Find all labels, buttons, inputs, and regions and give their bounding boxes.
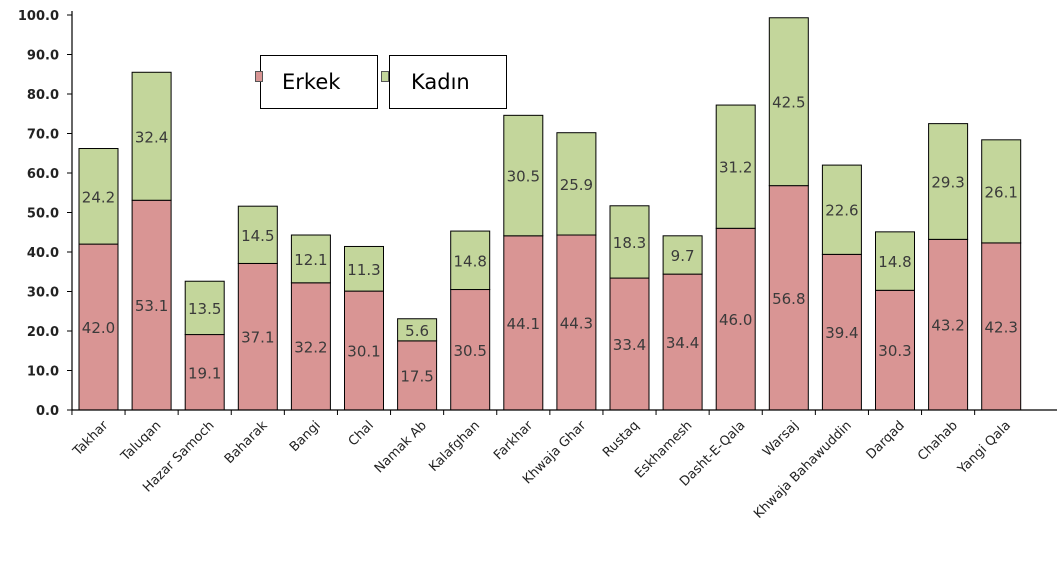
data-label-kad-n-kalafghan: 14.8 bbox=[453, 252, 486, 270]
y-tick-label: 10.0 bbox=[27, 365, 59, 380]
data-label-kad-n-eskhamesh: 9.7 bbox=[671, 247, 695, 265]
data-label-kad-n-warsaj: 42.5 bbox=[772, 94, 805, 112]
data-label-kad-n-farkhar: 30.5 bbox=[507, 168, 540, 186]
bar-kad-n-baharak bbox=[237, 205, 278, 264]
bar-kad-n-yangi-qala bbox=[981, 139, 1022, 244]
data-label-kad-n-bangi: 12.1 bbox=[294, 251, 327, 269]
data-label-kad-n-khwaja-ghar: 25.9 bbox=[560, 176, 593, 194]
x-tick-label-chahab: Chahab bbox=[915, 418, 961, 464]
data-label-erkek-hazar-samoch: 19.1 bbox=[188, 364, 221, 382]
data-label-erkek-dasht-e-qala: 46.0 bbox=[719, 311, 752, 329]
data-label-erkek-yangi-qala: 42.3 bbox=[984, 318, 1017, 336]
bar-kad-n-warsaj bbox=[768, 17, 809, 187]
data-label-kad-n-dasht-e-qala: 31.2 bbox=[719, 159, 752, 177]
data-label-erkek-farkhar: 44.1 bbox=[507, 315, 540, 333]
bar-erkek-namak-ab bbox=[397, 340, 438, 411]
legend-item-kadin-box bbox=[389, 55, 507, 109]
bar-erkek-hazar-samoch bbox=[184, 334, 225, 411]
data-label-kad-n-chal: 11.3 bbox=[347, 261, 380, 279]
bar-kad-n-khwaja-bahawuddin bbox=[821, 164, 862, 255]
data-label-kad-n-namak-ab: 5.6 bbox=[405, 322, 429, 340]
data-label-erkek-taluqan: 53.1 bbox=[135, 297, 168, 315]
data-label-kad-n-hazar-samoch: 13.5 bbox=[188, 300, 221, 318]
legend-swatch-erkek bbox=[255, 71, 263, 82]
x-tick-label-khwaja-bahawuddin: Khwaja Bahawuddin bbox=[751, 418, 855, 522]
x-tick-label-baharak: Baharak bbox=[222, 418, 271, 467]
data-label-erkek-khwaja-bahawuddin: 39.4 bbox=[825, 324, 858, 342]
data-label-kad-n-rustaq: 18.3 bbox=[613, 234, 646, 252]
y-tick-label: 40.0 bbox=[27, 246, 59, 261]
data-label-kad-n-yangi-qala: 26.1 bbox=[984, 183, 1017, 201]
y-tick-label: 90.0 bbox=[27, 49, 59, 64]
bar-erkek-takhar bbox=[78, 243, 119, 411]
data-label-erkek-rustaq: 33.4 bbox=[613, 336, 646, 354]
data-label-kad-n-takhar: 24.2 bbox=[82, 188, 115, 206]
bar-kad-n-bangi bbox=[290, 234, 331, 284]
x-tick-label-bangi: Bangi bbox=[287, 418, 324, 455]
data-label-erkek-darqad: 30.3 bbox=[878, 342, 911, 360]
data-label-erkek-bangi: 32.2 bbox=[294, 338, 327, 356]
x-tick-label-farkhar: Farkhar bbox=[491, 418, 536, 463]
data-label-kad-n-khwaja-bahawuddin: 22.6 bbox=[825, 202, 858, 220]
bar-kad-n-hazar-samoch bbox=[184, 280, 225, 336]
bar-kad-n-darqad bbox=[875, 231, 915, 291]
x-tick-label-yangi-qala: Yangi Qala bbox=[955, 418, 1014, 477]
bar-kad-n-namak-ab bbox=[397, 318, 438, 342]
data-label-kad-n-chahab: 29.3 bbox=[931, 173, 964, 191]
x-tick-label-taluqan: Taluqan bbox=[118, 418, 165, 465]
data-label-erkek-namak-ab: 17.5 bbox=[400, 367, 433, 385]
x-tick-label-darqad: Darqad bbox=[864, 418, 908, 462]
data-label-erkek-kalafghan: 30.5 bbox=[453, 342, 486, 360]
y-tick-label: 0.0 bbox=[36, 404, 59, 419]
x-tick-label-rustaq: Rustaq bbox=[600, 418, 642, 460]
bar-kad-n-farkhar bbox=[503, 114, 544, 237]
legend-item-erkek-box bbox=[260, 55, 378, 109]
bar-kad-n-chal bbox=[344, 245, 384, 292]
x-tick-label-kalafghan: Kalafghan bbox=[426, 418, 483, 475]
y-tick-label: 50.0 bbox=[27, 207, 59, 222]
y-tick-label: 20.0 bbox=[27, 325, 59, 340]
y-tick-label: 30.0 bbox=[27, 286, 59, 301]
bar-kad-n-khwaja-ghar bbox=[556, 132, 597, 236]
data-label-kad-n-taluqan: 32.4 bbox=[135, 128, 168, 146]
data-label-kad-n-baharak: 14.5 bbox=[241, 227, 274, 245]
bar-erkek-khwaja-ghar bbox=[556, 234, 597, 411]
y-tick-label: 70.0 bbox=[27, 128, 59, 143]
data-label-erkek-warsaj: 56.8 bbox=[772, 290, 805, 308]
data-label-kad-n-darqad: 14.8 bbox=[878, 253, 911, 271]
x-tick-label-takhar: Takhar bbox=[70, 418, 112, 460]
data-label-erkek-khwaja-ghar: 44.3 bbox=[560, 315, 593, 333]
x-tick-label-chal: Chal bbox=[346, 418, 377, 449]
data-label-erkek-chahab: 43.2 bbox=[931, 317, 964, 335]
x-tick-label-warsaj: Warsaj bbox=[760, 418, 801, 459]
bar-erkek-chal bbox=[344, 290, 384, 411]
bar-kad-n-kalafghan bbox=[450, 230, 491, 291]
bar-kad-n-dasht-e-qala bbox=[715, 104, 756, 229]
y-tick-label: 80.0 bbox=[27, 88, 59, 103]
data-label-erkek-chal: 30.1 bbox=[347, 343, 380, 361]
legend-label-erkek: Erkek bbox=[282, 70, 341, 94]
bar-kad-n-eskhamesh bbox=[662, 235, 703, 275]
data-label-erkek-baharak: 37.1 bbox=[241, 329, 274, 347]
bar-erkek-farkhar bbox=[503, 235, 544, 411]
bar-kad-n-rustaq bbox=[609, 205, 650, 279]
data-label-erkek-takhar: 42.0 bbox=[82, 319, 115, 337]
legend-label-kadin: Kadın bbox=[411, 70, 470, 94]
bar-erkek-rustaq bbox=[609, 277, 650, 411]
x-tick-label-namak-ab: Namak Ab bbox=[372, 418, 430, 476]
bar-kad-n-taluqan bbox=[131, 71, 172, 201]
bar-kad-n-takhar bbox=[78, 148, 119, 245]
y-tick-label: 60.0 bbox=[27, 167, 59, 182]
bar-erkek-eskhamesh bbox=[662, 273, 703, 411]
bar-kad-n-chahab bbox=[928, 123, 969, 240]
data-label-erkek-eskhamesh: 34.4 bbox=[666, 334, 699, 352]
bar-erkek-bangi bbox=[290, 282, 331, 411]
legend-swatch-kadin bbox=[381, 71, 389, 82]
y-tick-label: 100.0 bbox=[18, 9, 59, 24]
